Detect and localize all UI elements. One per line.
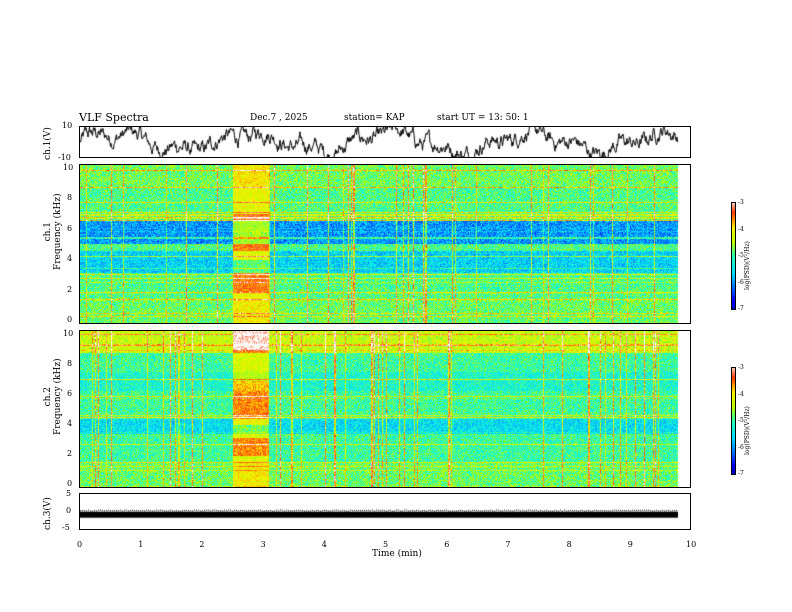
ch1-spec-ytick-0: 0 xyxy=(67,315,73,324)
x-tick-8: 8 xyxy=(566,540,572,549)
x-tick-10: 10 xyxy=(686,540,697,549)
ch2-colorbar-gradient xyxy=(732,368,735,474)
x-tick-9: 9 xyxy=(627,540,633,549)
ch2-spec-ytick-10: 10 xyxy=(63,329,74,338)
x-tick-2: 2 xyxy=(199,540,205,549)
ch1-waveform-panel xyxy=(79,126,691,158)
ch2-spec-ytick-0: 0 xyxy=(67,479,73,488)
ch2-spec-ytick-4: 4 xyxy=(67,419,73,428)
start-ut-label: start UT = 13: 50: 1 xyxy=(437,113,529,123)
ch2-spectrogram-heatmap xyxy=(80,331,690,487)
ch2-spec-ytick-2: 2 xyxy=(67,449,73,458)
ch2-cbtick--6: -6 xyxy=(738,443,744,451)
ch2-spec-ylabel: ch.2 Frequency (kHz) xyxy=(43,358,63,435)
ch1-spec-ylabel-line1: ch.1 xyxy=(43,221,53,242)
ch2-cbtick--5: -5 xyxy=(738,417,744,424)
ch1-cbtick--3: -3 xyxy=(738,199,744,206)
x-tick-0: 0 xyxy=(77,540,83,549)
ch2-cbtick--3: -3 xyxy=(738,364,744,371)
ch2-spec-ylabel-line1: ch.2 xyxy=(43,386,53,407)
ch1-waveform-line xyxy=(80,127,690,157)
ch2-spec-ytick-6: 6 xyxy=(67,389,73,398)
ch2-spectrogram-panel xyxy=(79,330,691,488)
ch3-waveform-line xyxy=(80,494,690,529)
ch1-spec-ytick-10: 10 xyxy=(63,163,74,172)
ch2-spec-ytick-8: 8 xyxy=(67,359,73,368)
ch1-spec-ytick-4: 4 xyxy=(67,254,73,264)
x-tick-3: 3 xyxy=(260,540,266,549)
x-tick-5: 5 xyxy=(383,540,389,549)
ch1-spec-ytick-2: 2 xyxy=(67,284,73,294)
ch1-spectrogram-heatmap xyxy=(80,165,690,323)
ch1-spec-ytick-8: 8 xyxy=(67,193,73,203)
ch2-colorbar xyxy=(731,367,736,475)
ch1-cbtick--6: -6 xyxy=(738,278,744,286)
x-tick-6: 6 xyxy=(444,540,450,549)
ch1-spec-ylabel: ch.1 Frequency (kHz) xyxy=(43,193,63,270)
ch1-cbtick--7: -7 xyxy=(738,305,744,312)
ch2-colorbar-label: log(PSD)(V²/Hz) xyxy=(744,406,751,455)
ch1-ylabel: ch.1(V) xyxy=(43,127,53,160)
ch3-ytick-top: 5 xyxy=(66,489,72,498)
ch1-cbtick--5: -5 xyxy=(738,252,744,259)
chart-title: VLF Spectra xyxy=(79,111,149,124)
ch1-spec-ylabel-line2: Frequency (kHz) xyxy=(53,193,63,270)
x-tick-7: 7 xyxy=(505,540,511,549)
ch3-ytick-bottom: -5 xyxy=(62,523,70,532)
ch1-ytick-top: 10 xyxy=(62,121,73,130)
ch1-cbtick--4: -4 xyxy=(738,225,744,233)
ch1-colorbar xyxy=(731,202,736,310)
ch1-colorbar-label: log(PSD)(V²/Hz) xyxy=(744,241,751,290)
x-tick-1: 1 xyxy=(138,540,144,549)
ch1-ytick-bottom: -10 xyxy=(58,153,71,162)
ch2-cbtick--4: -4 xyxy=(738,390,744,398)
ch2-cbtick--7: -7 xyxy=(738,470,744,477)
x-axis-label: Time (min) xyxy=(372,549,422,559)
ch1-spectrogram-panel xyxy=(79,164,691,324)
ch2-spec-ylabel-line2: Frequency (kHz) xyxy=(53,358,63,435)
ch1-colorbar-gradient xyxy=(732,203,735,309)
ch3-waveform-panel xyxy=(79,493,691,530)
ch1-spec-ytick-6: 6 xyxy=(67,223,73,233)
date-label: Dec.7 , 2025 xyxy=(250,113,308,123)
station-label: station= KAP xyxy=(344,113,405,123)
x-tick-4: 4 xyxy=(321,540,327,549)
ch3-ylabel: ch.3(V) xyxy=(43,497,53,530)
ch3-ytick-mid: 0 xyxy=(66,506,72,515)
